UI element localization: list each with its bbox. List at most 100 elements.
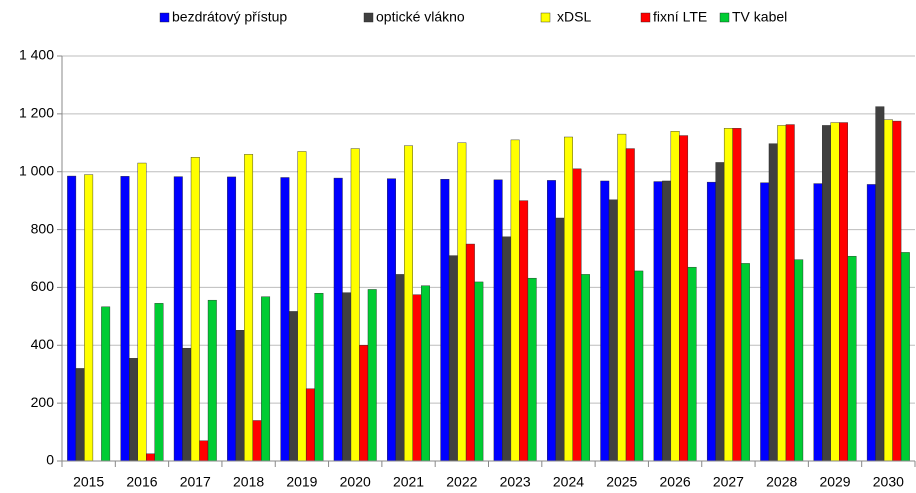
bar	[359, 345, 369, 462]
bar	[740, 263, 750, 462]
x-tick-label: 2016	[126, 474, 157, 490]
bar	[679, 135, 689, 462]
legend-label: TV kabel	[732, 9, 787, 25]
x-tick-label: 2024	[553, 474, 584, 490]
bar	[564, 136, 573, 462]
bar	[288, 311, 298, 462]
bar	[261, 296, 271, 462]
x-tick-label: 2020	[340, 474, 371, 490]
bar	[892, 120, 902, 462]
bar	[84, 174, 94, 462]
bar	[723, 128, 733, 462]
bar	[830, 122, 840, 462]
bar	[333, 177, 343, 462]
bar	[448, 255, 458, 462]
bar	[227, 176, 237, 462]
bar	[342, 292, 352, 462]
bar	[581, 274, 590, 462]
bar	[182, 347, 192, 462]
legend-swatch	[159, 12, 170, 23]
y-tick-label: 400	[31, 336, 55, 352]
bar	[608, 199, 618, 462]
bar	[777, 125, 787, 462]
bar	[502, 236, 512, 462]
bar	[404, 145, 413, 462]
x-tick-label: 2026	[660, 474, 691, 490]
x-tick-label: 2017	[180, 474, 211, 490]
bar	[129, 358, 138, 462]
x-tick-label: 2019	[286, 474, 317, 490]
bar	[547, 180, 556, 462]
bar	[305, 388, 315, 462]
bar	[137, 162, 147, 462]
bar	[617, 133, 627, 462]
bar	[634, 270, 644, 462]
bar	[760, 182, 770, 462]
legend-label: xDSL	[557, 9, 591, 25]
bar	[706, 181, 716, 462]
bar	[822, 125, 831, 462]
bar	[493, 179, 503, 462]
x-tick-label: 2029	[819, 474, 850, 490]
bar	[519, 200, 529, 462]
bar	[350, 148, 360, 462]
bar	[839, 122, 848, 462]
bar	[555, 217, 565, 462]
bar	[572, 168, 582, 462]
bar	[235, 330, 245, 462]
y-tick-label: 600	[31, 278, 55, 294]
bar	[510, 139, 520, 462]
bar	[244, 154, 254, 462]
bar	[866, 184, 876, 462]
bar	[715, 162, 725, 462]
y-tick-label: 800	[31, 220, 55, 236]
bar	[457, 142, 467, 462]
bar	[794, 259, 804, 462]
bar	[875, 106, 885, 462]
bar	[101, 306, 111, 462]
bar	[662, 180, 672, 462]
y-tick-label: 200	[31, 394, 55, 410]
bar	[75, 368, 85, 462]
bar	[687, 266, 697, 462]
bar	[280, 177, 290, 462]
bar	[190, 157, 200, 462]
x-tick-label: 2022	[446, 474, 477, 490]
y-tick-label: 0	[46, 452, 54, 468]
y-tick-label: 1 200	[19, 105, 54, 121]
bar	[813, 183, 823, 462]
legend-label: optické vlákno	[376, 9, 465, 25]
bar	[900, 252, 910, 462]
bar	[847, 255, 857, 462]
bar	[314, 293, 324, 462]
bar	[421, 285, 430, 462]
bar	[252, 420, 262, 462]
bar	[474, 281, 484, 462]
x-tick-label: 2018	[233, 474, 264, 490]
x-tick-label: 2030	[873, 474, 904, 490]
y-tick-label: 1 000	[19, 162, 54, 178]
bar	[199, 440, 209, 462]
bar	[625, 148, 635, 462]
legend-label: fixní LTE	[653, 9, 707, 25]
bar	[527, 277, 537, 462]
legend-swatch	[540, 12, 551, 23]
x-tick-label: 2015	[73, 474, 104, 490]
bar	[412, 294, 422, 462]
bar	[465, 243, 475, 462]
x-tick-label: 2025	[606, 474, 637, 490]
bar	[395, 274, 405, 462]
legend-label: bezdrátový přístup	[172, 9, 287, 25]
x-tick-label: 2023	[500, 474, 531, 490]
x-tick-label: 2028	[766, 474, 797, 490]
bar	[732, 128, 742, 462]
bar	[297, 151, 307, 462]
bar	[387, 178, 396, 462]
bar	[120, 176, 130, 462]
y-tick-label: 1 400	[19, 47, 54, 63]
x-tick-label: 2021	[393, 474, 424, 490]
bar	[653, 181, 663, 462]
legend-swatch	[363, 12, 374, 23]
bar	[440, 179, 450, 462]
